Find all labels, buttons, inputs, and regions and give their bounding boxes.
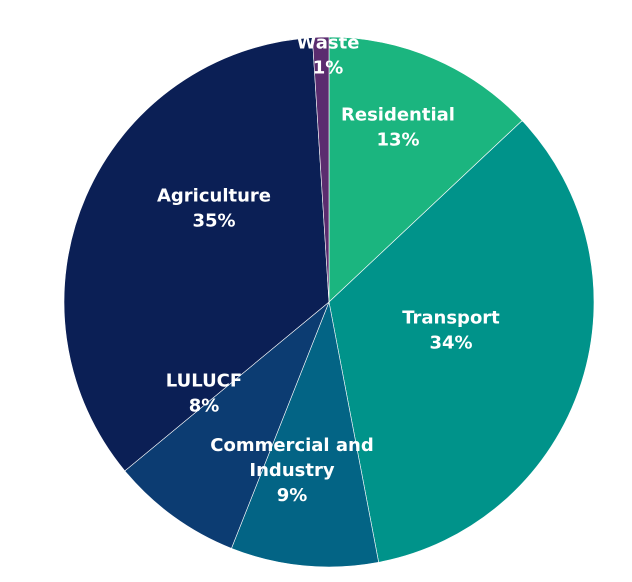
slice-name-label: Industry (249, 460, 334, 481)
slice-name-label: LULUCF (166, 371, 242, 392)
slice-percent-label: 8% (189, 396, 220, 417)
slice-percent-label: 1% (313, 58, 344, 79)
slice-percent-label: 9% (277, 485, 308, 506)
slice-name-label: Commercial and (210, 435, 373, 456)
pie-slice-lulucf (124, 301, 330, 549)
slice-name-label: Transport (402, 308, 500, 329)
pie-slice-transport (328, 120, 595, 563)
pie-slice-waste (312, 36, 330, 303)
slice-percent-label: 35% (192, 211, 235, 232)
slice-percent-label: 13% (376, 130, 419, 151)
slice-name-label: Waste (297, 33, 360, 54)
slice-name-label: Agriculture (157, 186, 271, 207)
pie-slice-residential (328, 36, 523, 303)
pie-slice-commercial-and-industry (231, 300, 380, 568)
slice-percent-label: 34% (429, 333, 472, 354)
slice-name-label: Residential (341, 105, 455, 126)
pie-slice-agriculture (63, 37, 330, 472)
